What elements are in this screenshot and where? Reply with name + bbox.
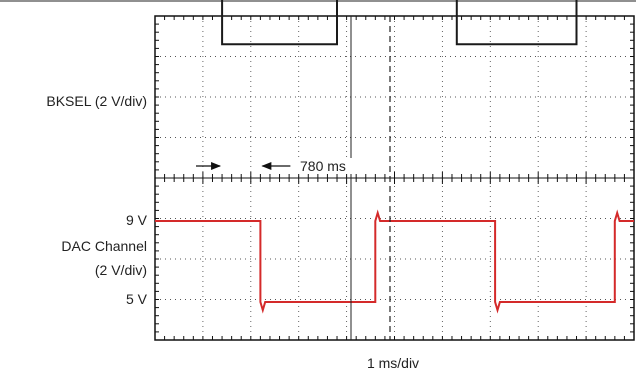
dac-label-line1: DAC Channel	[61, 238, 147, 254]
dac-level-low-label: 5 V	[126, 291, 148, 307]
plot-frame	[154, 15, 635, 341]
annotation-arrow-left-head	[211, 162, 222, 170]
x-axis-label: 1 ms/div	[367, 355, 419, 371]
annotation-arrow-right-head	[261, 162, 272, 170]
annotation-label-bg	[297, 158, 353, 174]
dac-channel-trace	[155, 209, 634, 314]
bksel-label: BKSEL (2 V/div)	[46, 93, 147, 109]
grid	[155, 16, 634, 340]
annotation-label: 780 ms	[300, 158, 346, 174]
bksel-trace	[221, 0, 578, 46]
dac-label-line2: (2 V/div)	[95, 262, 147, 278]
cursor-markers	[350, 16, 391, 340]
traces	[155, 0, 634, 314]
dac-level-high-label: 9 V	[126, 212, 148, 228]
time-annotation: 780 ms	[196, 158, 353, 174]
